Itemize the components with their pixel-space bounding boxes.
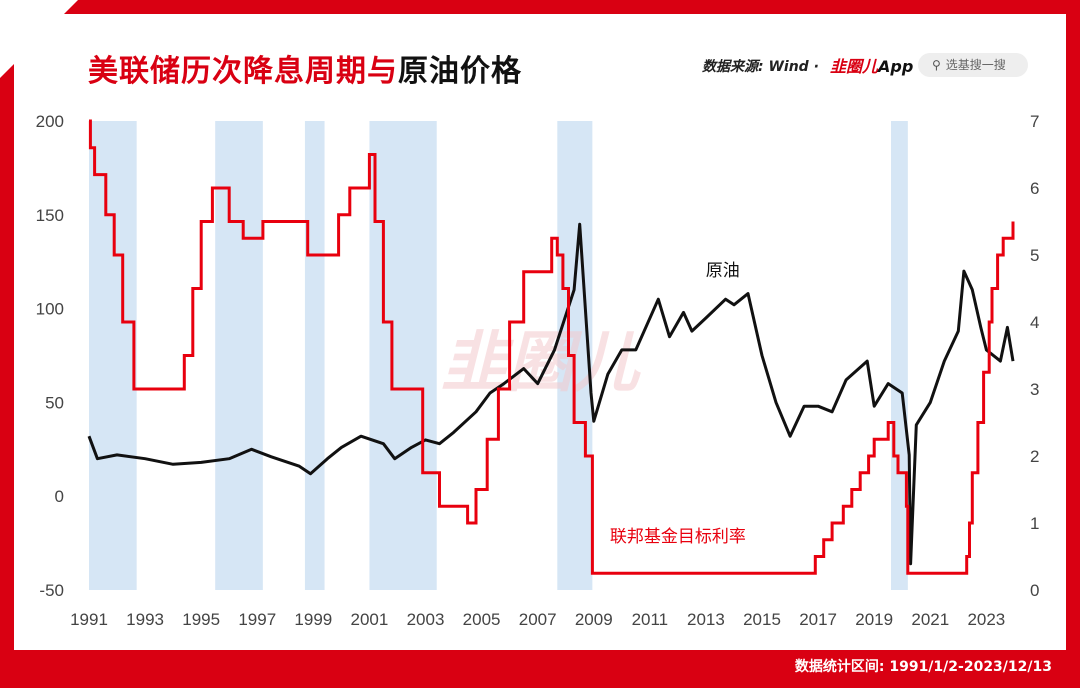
y-right-tick-label: 7	[1030, 112, 1039, 131]
x-tick-label: 2017	[799, 610, 837, 629]
y-right-tick-label: 0	[1030, 581, 1039, 600]
page-title: 美联储历次降息周期与原油价格	[88, 46, 522, 90]
chart-card	[14, 14, 1066, 650]
y-left-tick-label: 200	[36, 112, 64, 131]
y-left-tick-label: 0	[55, 487, 64, 506]
y-right-tick-label: 3	[1030, 380, 1039, 399]
watermark-logo: 韭圈儿	[441, 324, 641, 401]
y-right-tick-label: 5	[1030, 246, 1039, 265]
rate-cut-period-band	[891, 121, 908, 590]
x-tick-label: 2005	[463, 610, 501, 629]
brand-logo: 韭圈儿App	[830, 53, 913, 77]
y-right-tick-label: 2	[1030, 447, 1039, 466]
y-right-tick-label: 6	[1030, 179, 1039, 198]
search-placeholder: 选基搜一搜	[945, 58, 1006, 72]
footer-date-range: 数据统计区间: 1991/1/2-2023/12/13	[794, 659, 1052, 675]
x-tick-label: 2003	[407, 610, 445, 629]
rate-cut-period-band	[304, 121, 325, 590]
x-tick-label: 1999	[294, 610, 332, 629]
brand-logo-red: 韭圈儿	[830, 57, 879, 76]
x-tick-label: 2009	[575, 610, 613, 629]
x-tick-label: 1993	[126, 610, 164, 629]
y-left-tick-label: -50	[39, 581, 64, 600]
brand-logo-black: App	[878, 57, 914, 76]
x-tick-label: 2013	[687, 610, 725, 629]
x-tick-label: 2021	[911, 610, 949, 629]
annotation-fed-funds-rate: 联邦基金目标利率	[610, 527, 746, 547]
rate-cut-period-band	[215, 121, 263, 590]
x-tick-label: 2007	[519, 610, 557, 629]
series-line-fed-funds-rate	[88, 119, 1015, 575]
series-line-oil	[87, 222, 1015, 566]
rate-cut-period-band	[89, 121, 137, 590]
search-box[interactable]: ⚲ 选基搜一搜	[918, 53, 1028, 77]
search-icon: ⚲	[932, 58, 941, 72]
title-red-part: 美联储历次降息周期与	[88, 54, 398, 89]
data-source-label: 数据来源: Wind ·	[702, 59, 819, 75]
rate-cut-period-band	[369, 121, 437, 590]
x-tick-label: 2001	[351, 610, 389, 629]
y-left-tick-label: 100	[36, 300, 64, 319]
y-left-tick-label: 150	[36, 206, 64, 225]
corner-decoration	[0, 0, 78, 78]
title-black-part: 原油价格	[398, 54, 522, 89]
annotation-oil: 原油	[706, 261, 740, 281]
x-tick-label: 1997	[238, 610, 276, 629]
y-right-tick-label: 1	[1030, 514, 1039, 533]
x-tick-label: 2023	[967, 610, 1005, 629]
x-tick-label: 2011	[632, 610, 669, 629]
x-tick-label: 1991	[70, 610, 108, 629]
y-right-tick-label: 4	[1030, 313, 1039, 332]
y-left-tick-label: 50	[45, 393, 64, 412]
x-tick-label: 1995	[182, 610, 220, 629]
x-tick-label: 2015	[743, 610, 781, 629]
x-tick-label: 2019	[855, 610, 893, 629]
